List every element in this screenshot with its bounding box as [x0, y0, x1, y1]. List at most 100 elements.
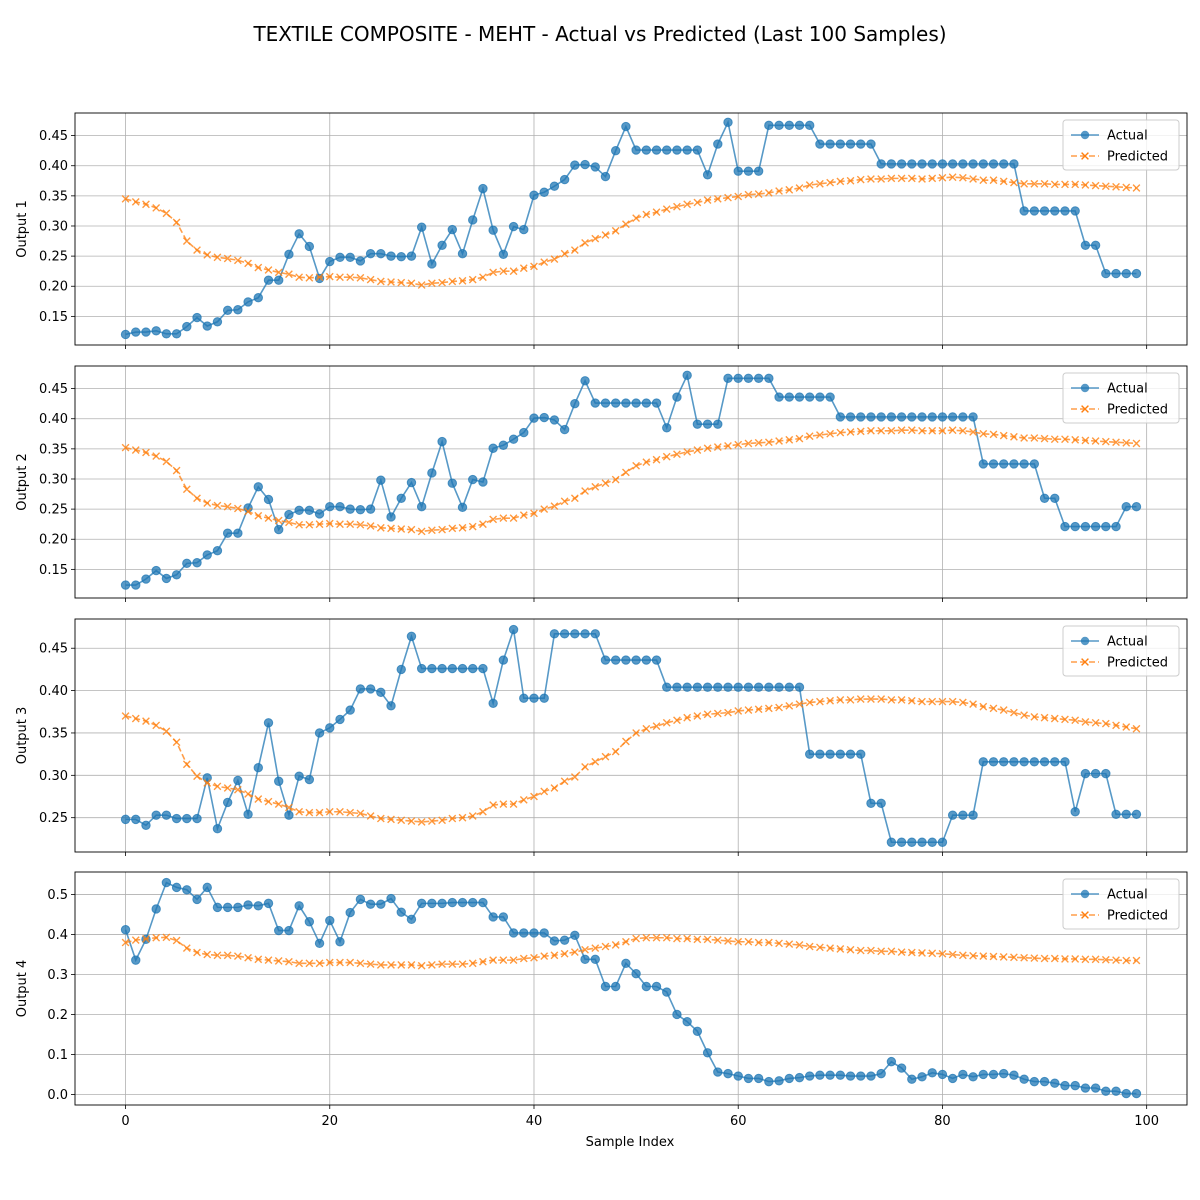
data-point-actual	[468, 474, 478, 485]
data-point-predicted	[397, 961, 406, 969]
data-point-predicted	[754, 438, 763, 447]
data-point-predicted	[285, 803, 293, 812]
data-point-predicted	[295, 959, 304, 968]
data-point-predicted	[407, 279, 416, 288]
data-point-predicted	[264, 797, 273, 806]
data-point-actual	[294, 505, 304, 516]
data-point-predicted	[540, 787, 549, 796]
data-point-predicted	[744, 706, 753, 714]
data-point-predicted	[560, 497, 569, 506]
data-point-actual	[284, 925, 294, 936]
data-point-predicted	[795, 700, 804, 709]
data-point-actual	[365, 504, 376, 514]
data-point-predicted	[724, 193, 732, 202]
y-tick-label: 0.25	[39, 811, 68, 826]
data-point-predicted	[489, 801, 498, 809]
data-point-actual	[498, 912, 509, 922]
data-point-predicted	[703, 710, 712, 719]
data-point-predicted	[1030, 954, 1039, 963]
data-point-actual	[192, 894, 202, 905]
data-point-predicted	[805, 698, 814, 707]
data-point-actual	[1080, 768, 1091, 779]
data-point-actual	[314, 938, 325, 949]
data-point-predicted	[611, 941, 620, 949]
data-point-actual	[907, 1074, 917, 1084]
data-point-predicted	[417, 961, 426, 970]
data-point-actual	[274, 275, 284, 285]
data-point-actual	[396, 664, 406, 675]
data-point-actual	[304, 917, 315, 927]
data-point-predicted	[152, 721, 161, 730]
data-point-actual	[713, 419, 723, 429]
data-point-actual	[764, 1076, 774, 1087]
data-point-actual	[682, 145, 692, 155]
y-axis-label: Output 2	[15, 453, 30, 511]
data-point-actual	[825, 139, 835, 149]
data-point-actual	[151, 326, 161, 336]
data-point-actual	[1009, 459, 1019, 469]
data-point-actual	[570, 629, 580, 639]
data-point-actual	[549, 415, 560, 425]
data-point-actual	[590, 162, 600, 172]
data-point-predicted	[254, 795, 263, 803]
data-point-predicted	[427, 526, 436, 535]
data-point-actual	[631, 969, 641, 979]
y-axis-label: Output 1	[15, 200, 30, 258]
legend-marker-x	[1081, 658, 1089, 666]
data-point-actual	[1070, 1080, 1080, 1091]
data-point-predicted	[315, 959, 324, 968]
data-point-actual	[743, 166, 754, 176]
data-point-actual	[1039, 493, 1050, 503]
data-point-predicted	[203, 779, 212, 787]
data-point-predicted	[193, 772, 201, 781]
data-point-predicted	[1081, 436, 1090, 445]
data-point-actual	[580, 954, 590, 965]
y-tick-label: 0.0	[47, 1088, 68, 1103]
data-point-predicted	[1101, 955, 1110, 964]
data-point-predicted	[346, 958, 355, 967]
data-point-actual	[999, 459, 1009, 469]
data-point-predicted	[1112, 182, 1120, 191]
data-point-predicted	[785, 701, 794, 710]
data-point-predicted	[1010, 178, 1018, 187]
data-point-actual	[376, 475, 386, 485]
data-point-predicted	[958, 173, 967, 182]
y-tick-label: 0.30	[39, 472, 68, 487]
data-point-predicted	[336, 807, 344, 816]
data-point-predicted	[867, 175, 875, 183]
data-point-predicted	[295, 520, 304, 529]
data-point-predicted	[816, 179, 824, 188]
data-point-actual	[713, 139, 723, 149]
data-point-predicted	[570, 773, 579, 781]
data-point-predicted	[764, 938, 773, 947]
data-point-actual	[304, 241, 315, 252]
axes-frame	[74, 112, 1188, 346]
data-point-predicted	[397, 278, 406, 287]
series-line-actual	[125, 629, 1137, 844]
data-point-actual	[866, 1071, 876, 1081]
data-point-predicted	[376, 523, 385, 532]
data-point-actual	[1090, 521, 1101, 532]
data-point-actual	[171, 329, 182, 339]
data-point-actual	[284, 810, 294, 820]
data-point-actual	[376, 899, 386, 909]
data-point-actual	[947, 159, 958, 169]
data-point-predicted	[121, 443, 130, 452]
data-point-actual	[222, 528, 233, 538]
data-point-predicted	[468, 275, 477, 284]
data-point-actual	[304, 774, 315, 785]
data-point-actual	[856, 1071, 866, 1081]
series-line-predicted	[125, 176, 1137, 286]
data-point-predicted	[805, 181, 814, 189]
data-point-actual	[764, 373, 774, 384]
data-point-predicted	[764, 188, 773, 197]
data-point-actual	[866, 412, 876, 422]
data-point-predicted	[907, 174, 916, 183]
data-point-actual	[968, 412, 978, 422]
data-point-predicted	[805, 432, 814, 441]
data-point-actual	[723, 373, 733, 384]
data-point-predicted	[989, 952, 998, 961]
data-point-actual	[662, 145, 672, 155]
data-point-predicted	[826, 429, 835, 438]
data-point-predicted	[1050, 954, 1059, 963]
